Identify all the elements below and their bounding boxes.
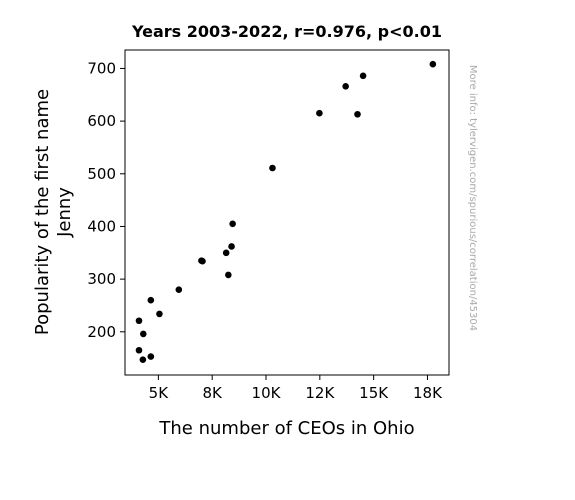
- data-point: [429, 60, 437, 68]
- watermark: More info: tylervigen.com/spurious/corre…: [467, 65, 478, 331]
- data-point: [228, 243, 235, 250]
- data-point: [147, 296, 155, 304]
- data-point: [156, 310, 163, 318]
- y-tick-label: 500: [87, 165, 116, 183]
- y-tick-label: 300: [87, 270, 116, 288]
- data-point: [139, 356, 147, 364]
- data-point: [175, 286, 183, 293]
- x-tick-label: 5K: [149, 384, 170, 402]
- y-axis-label-line-2: Jenny: [54, 187, 75, 238]
- data-point: [135, 317, 143, 325]
- y-axis-ticks: 200 300 400 500 600 700: [87, 59, 125, 341]
- x-axis-label: The number of CEOs in Ohio: [158, 418, 414, 439]
- data-points: [135, 60, 437, 364]
- data-point: [354, 110, 361, 118]
- plot-area: 5K 8K 10K 12K 15K 18K 200 300 400 500 600 700: [87, 49, 450, 402]
- data-point: [147, 353, 155, 360]
- data-point: [359, 72, 367, 80]
- y-axis-label: Popularity of the first name Jenny: [32, 89, 75, 335]
- chart-title: Years 2003-2022, r=0.976, p<0.01: [131, 22, 442, 41]
- x-tick-label: 18K: [413, 384, 443, 402]
- data-point: [199, 257, 206, 265]
- x-tick-label: 12K: [305, 384, 335, 402]
- data-point: [229, 220, 236, 228]
- y-tick-label: 400: [87, 217, 116, 235]
- data-point: [269, 164, 276, 172]
- watermark-text: More info: tylervigen.com/spurious/corre…: [467, 65, 478, 331]
- x-axis-ticks: 5K 8K 10K 12K 15K 18K: [149, 375, 443, 402]
- data-point: [225, 271, 232, 279]
- data-point: [222, 249, 230, 257]
- y-tick-label: 200: [87, 323, 116, 341]
- y-axis-label-line-1: Popularity of the first name: [32, 89, 53, 335]
- y-tick-label: 600: [87, 112, 116, 130]
- plot-frame: [124, 49, 450, 376]
- data-point: [139, 330, 147, 338]
- x-tick-label: 15K: [359, 384, 389, 402]
- data-point: [316, 109, 323, 117]
- data-point: [342, 83, 349, 90]
- x-tick-label: 8K: [202, 384, 223, 402]
- data-point: [135, 346, 143, 354]
- x-tick-label: 10K: [252, 384, 282, 402]
- y-tick-label: 700: [87, 59, 116, 77]
